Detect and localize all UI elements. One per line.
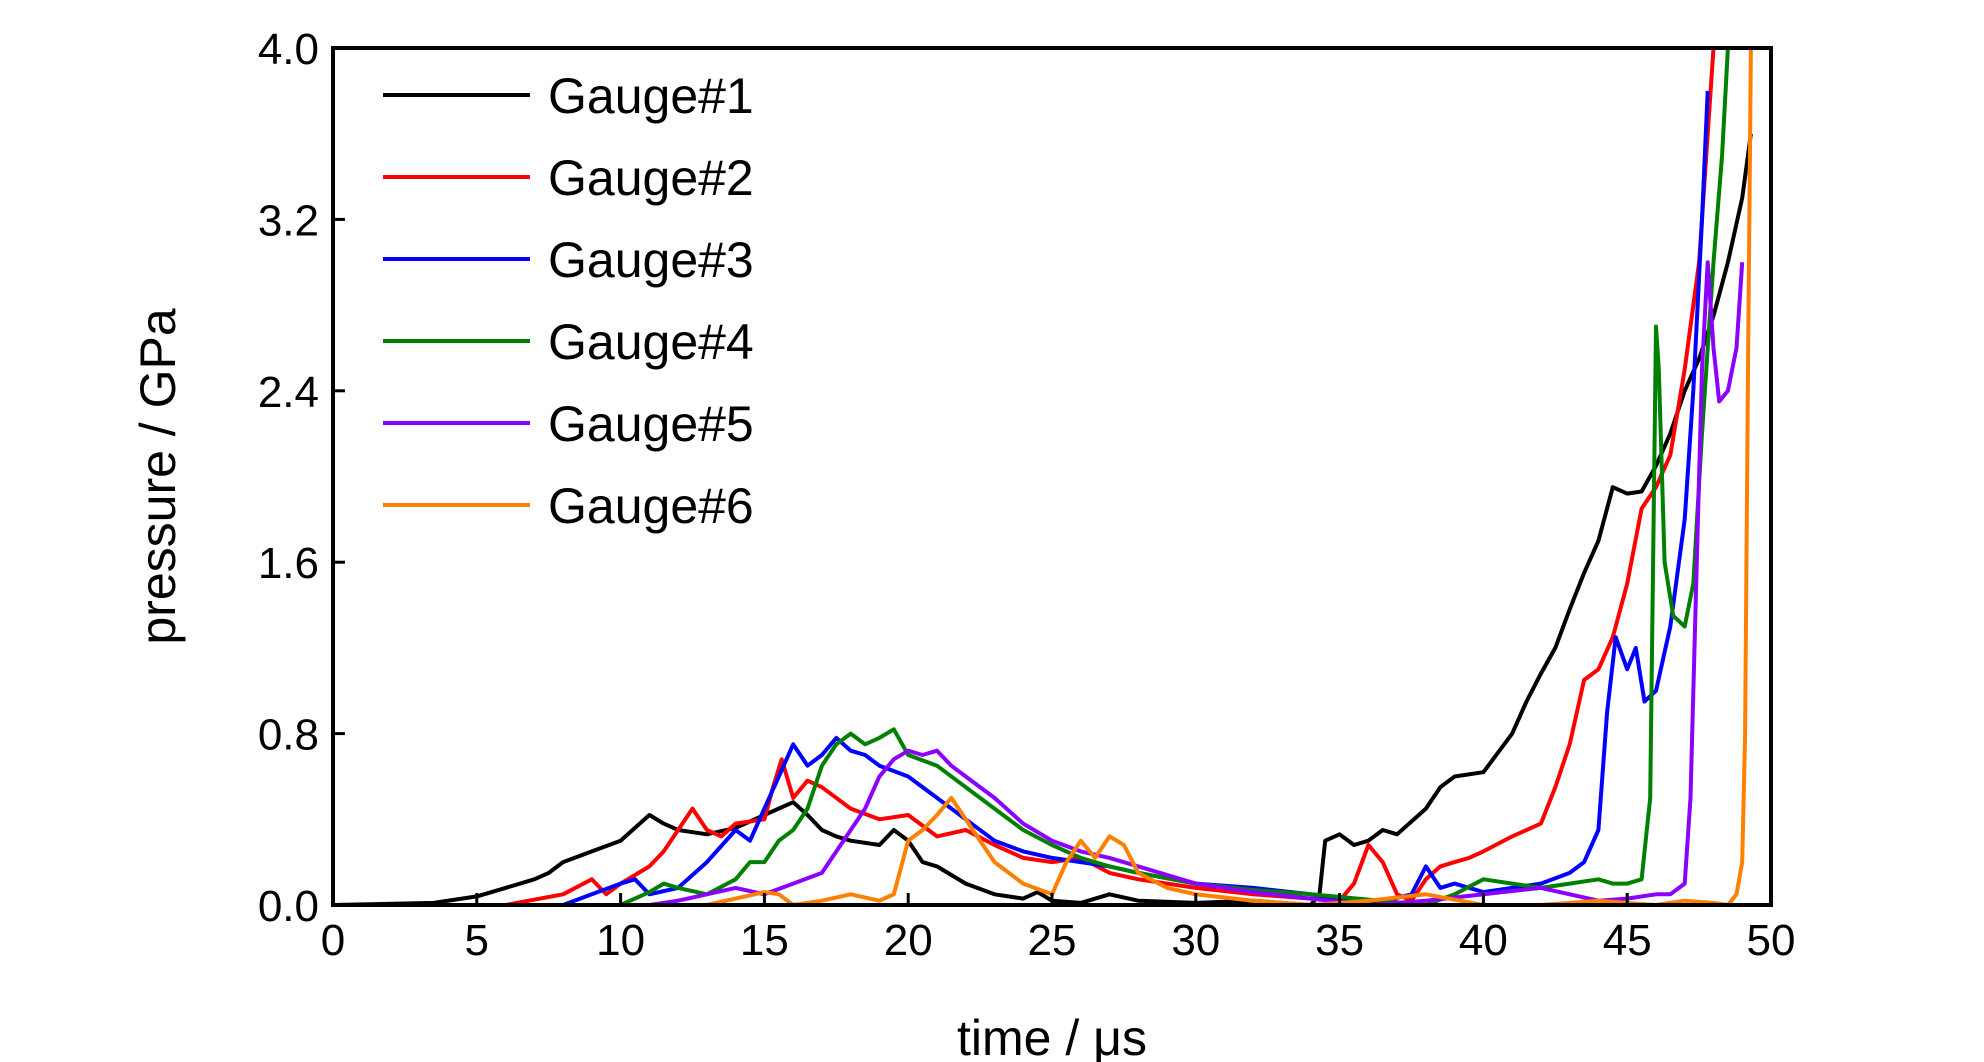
y-tick-label: 0.8 — [258, 711, 319, 760]
series-layer — [333, 48, 1753, 905]
legend-label-gauge-1: Gauge#1 — [548, 68, 754, 124]
y-tick-label: 3.2 — [258, 196, 319, 245]
y-tick-label: 2.4 — [258, 368, 319, 417]
legend-label-gauge-6: Gauge#6 — [548, 478, 754, 534]
x-tick-label: 25 — [1028, 916, 1077, 965]
series-line-gauge-1 — [333, 133, 1753, 905]
x-tick-label: 5 — [465, 916, 489, 965]
y-tick-label: 4.0 — [258, 25, 319, 74]
legend-label-gauge-4: Gauge#4 — [548, 314, 754, 370]
y-tick-label: 1.6 — [258, 539, 319, 588]
series-line-gauge-4 — [333, 48, 1730, 905]
legend-label-gauge-2: Gauge#2 — [548, 150, 754, 206]
x-tick-label: 40 — [1459, 916, 1508, 965]
x-tick-label: 35 — [1315, 916, 1364, 965]
x-tick-label: 30 — [1171, 916, 1220, 965]
series-line-gauge-5 — [333, 260, 1745, 905]
x-tick-label: 45 — [1603, 916, 1652, 965]
x-axis-title: time / μs — [957, 1010, 1147, 1062]
legend-label-gauge-5: Gauge#5 — [548, 396, 754, 452]
legend: Gauge#1 Gauge#2 Gauge#3 Gauge#4 Gauge#5 Gauge… — [383, 68, 754, 534]
x-tick-label: 10 — [596, 916, 645, 965]
series-line-gauge-2 — [333, 48, 1716, 905]
series-line-gauge-6 — [333, 48, 1753, 905]
y-tick-label: 0.0 — [258, 882, 319, 931]
x-tick-label: 0 — [321, 916, 345, 965]
x-tick-label: 15 — [740, 916, 789, 965]
series-line-gauge-3 — [333, 90, 1710, 905]
x-tick-label: 20 — [884, 916, 933, 965]
axis-ticks: 0 5 10 15 20 25 30 35 40 45 50 0.0 0.8 1.6 2.4 3.2 4.0 — [258, 25, 1796, 965]
x-tick-label: 50 — [1747, 916, 1796, 965]
legend-label-gauge-3: Gauge#3 — [548, 232, 754, 288]
y-axis-title: pressure / GPa — [130, 308, 186, 644]
